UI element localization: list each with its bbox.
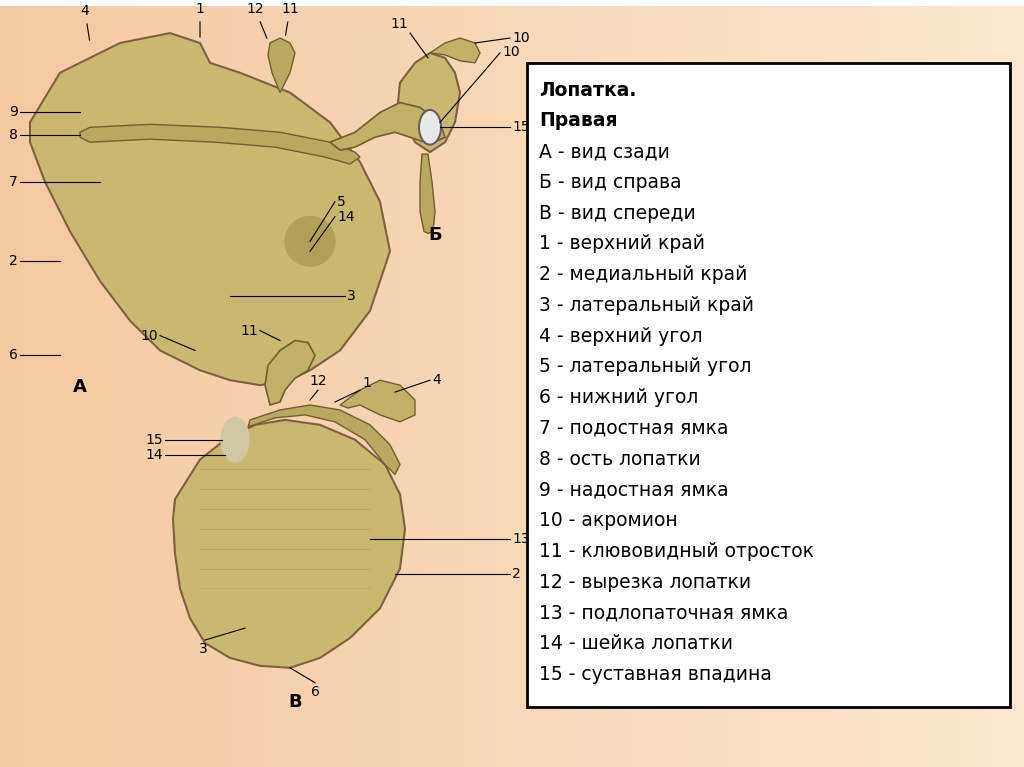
Text: 1 - верхний край: 1 - верхний край	[539, 235, 705, 253]
Polygon shape	[248, 405, 400, 475]
Text: 10: 10	[140, 328, 158, 343]
Polygon shape	[80, 124, 360, 164]
Text: 3: 3	[199, 642, 208, 656]
Text: 6: 6	[310, 685, 319, 699]
Text: 4: 4	[432, 374, 440, 387]
Polygon shape	[265, 341, 315, 405]
Text: 3: 3	[347, 289, 355, 303]
Text: В: В	[288, 693, 302, 710]
Text: 14 - шейка лопатки: 14 - шейка лопатки	[539, 634, 733, 653]
Text: 6: 6	[9, 348, 18, 363]
Polygon shape	[430, 38, 480, 63]
Polygon shape	[398, 53, 460, 152]
Text: 4: 4	[81, 4, 89, 40]
Text: 13: 13	[512, 532, 529, 546]
Text: Б: Б	[428, 226, 441, 245]
Polygon shape	[268, 38, 295, 93]
Text: 8: 8	[9, 128, 18, 142]
Text: 11: 11	[282, 2, 299, 35]
Text: 8 - ость лопатки: 8 - ость лопатки	[539, 449, 700, 469]
Text: 6 - нижний угол: 6 - нижний угол	[539, 388, 698, 407]
Polygon shape	[330, 103, 445, 150]
Text: А: А	[73, 378, 87, 397]
Text: 14: 14	[145, 448, 163, 462]
Text: 15: 15	[512, 120, 529, 134]
Polygon shape	[173, 420, 406, 668]
Text: 1: 1	[362, 376, 371, 390]
Text: 5: 5	[337, 195, 346, 209]
FancyBboxPatch shape	[527, 63, 1010, 707]
Text: 9 - надостная ямка: 9 - надостная ямка	[539, 480, 729, 499]
Text: 2 - медиальный край: 2 - медиальный край	[539, 265, 748, 284]
Text: 2: 2	[512, 567, 521, 581]
Text: Лопатка.: Лопатка.	[539, 81, 636, 100]
Text: Правая: Правая	[539, 111, 617, 130]
Text: 15 - суставная впадина: 15 - суставная впадина	[539, 665, 772, 684]
Text: 11: 11	[241, 324, 258, 337]
Text: 5 - латеральный угол: 5 - латеральный угол	[539, 357, 752, 377]
Text: 10: 10	[502, 45, 519, 59]
Text: 12: 12	[246, 2, 267, 38]
Text: А - вид сзади: А - вид сзади	[539, 142, 670, 161]
Text: 7 - подостная ямка: 7 - подостная ямка	[539, 419, 728, 438]
Text: 7: 7	[9, 175, 18, 189]
Text: 3 - латеральный край: 3 - латеральный край	[539, 296, 754, 315]
Text: 11 - клювовидный отросток: 11 - клювовидный отросток	[539, 542, 814, 561]
Ellipse shape	[221, 417, 249, 462]
Text: 4 - верхний угол: 4 - верхний угол	[539, 327, 702, 346]
Ellipse shape	[419, 110, 441, 145]
Text: 13 - подлопаточная ямка: 13 - подлопаточная ямка	[539, 604, 788, 622]
Text: 14: 14	[337, 209, 354, 223]
Text: 10 - акромион: 10 - акромион	[539, 511, 678, 530]
Text: 11: 11	[390, 17, 408, 31]
Text: 9: 9	[9, 105, 18, 120]
Text: 15: 15	[145, 433, 163, 446]
Text: 10: 10	[512, 31, 529, 45]
Polygon shape	[30, 33, 390, 385]
Text: 12 - вырезка лопатки: 12 - вырезка лопатки	[539, 573, 752, 591]
Text: 1: 1	[196, 2, 205, 38]
Polygon shape	[340, 380, 415, 422]
Text: 2: 2	[9, 254, 18, 268]
Text: Б - вид справа: Б - вид справа	[539, 173, 682, 192]
Text: 12: 12	[309, 374, 327, 388]
Circle shape	[285, 216, 335, 266]
Text: В - вид спереди: В - вид спереди	[539, 204, 695, 222]
Polygon shape	[420, 154, 435, 233]
